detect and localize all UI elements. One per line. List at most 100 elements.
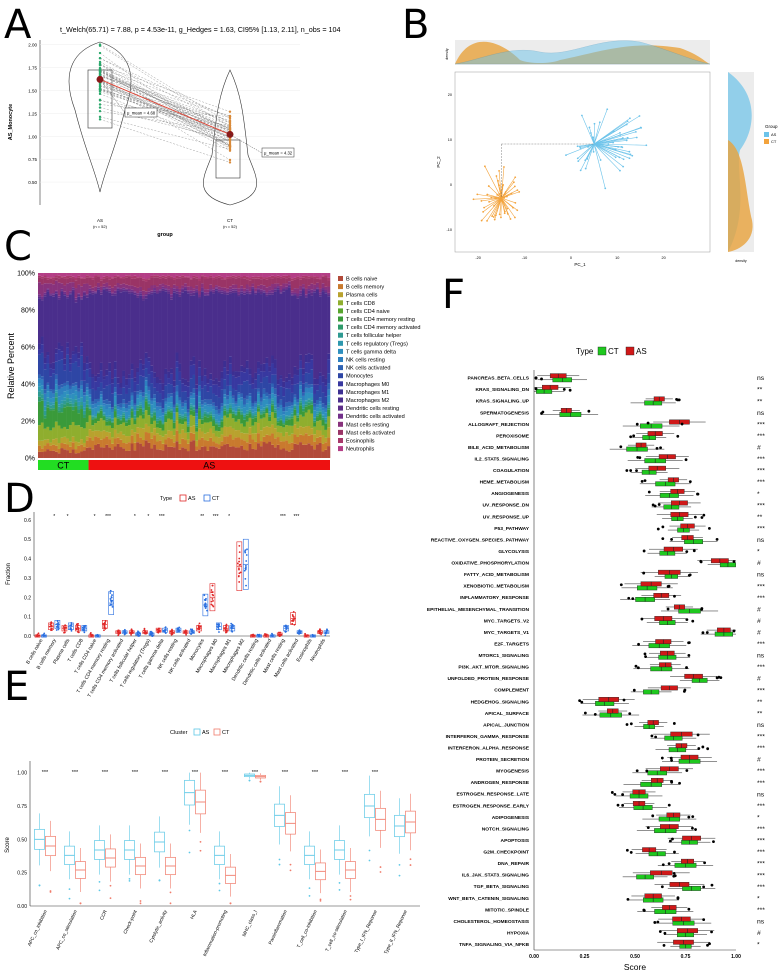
stacked-bar-segment <box>279 273 283 277</box>
stacked-bar-segment <box>265 392 269 397</box>
stacked-bar-segment <box>293 443 297 458</box>
stacked-bar-segment <box>237 273 241 276</box>
stacked-bar-segment <box>136 367 140 373</box>
stacked-bar-segment <box>116 433 120 438</box>
stacked-bar-segment <box>49 376 53 390</box>
legend-label: T cells regulatory (Tregs) <box>346 341 408 347</box>
stacked-bar-segment <box>237 294 241 297</box>
stacked-bar-segment <box>74 361 78 383</box>
stacked-bar-segment <box>285 275 289 279</box>
stacked-bar-segment <box>158 420 162 429</box>
stacked-bar-segment <box>68 398 72 402</box>
stacked-bar-segment <box>82 273 86 278</box>
stacked-bar-segment <box>251 383 255 389</box>
significance-label: *** <box>757 456 765 463</box>
stacked-bar-segment <box>141 408 145 410</box>
stacked-bar-segment <box>52 439 56 445</box>
data-point-ct <box>486 219 488 222</box>
stacked-bar-segment <box>102 288 106 290</box>
stacked-bar-segment <box>99 406 103 409</box>
ray-as <box>594 131 636 145</box>
stacked-bar-segment <box>105 273 109 276</box>
stacked-bar-segment <box>181 383 185 392</box>
stacked-bar-segment <box>77 453 81 458</box>
stacked-bar-segment <box>169 278 174 288</box>
outlier-point <box>398 874 401 877</box>
y-tick-label: 0.50 <box>17 837 27 843</box>
legend-swatch <box>213 728 221 736</box>
stacked-bar-segment <box>271 278 275 285</box>
data-point-ct <box>246 548 248 551</box>
outlier-point <box>702 918 706 922</box>
stacked-bar-segment <box>74 385 78 391</box>
ray-as <box>581 115 595 145</box>
stacked-bar-segment <box>271 405 275 412</box>
stacked-bar-segment <box>209 275 213 278</box>
stacked-bar-segment <box>285 273 289 276</box>
panel-a-violin-plot: t_Welch(65.71) = 7.88, p = 4.53e-11, g_H… <box>8 25 341 238</box>
stacked-bar-segment <box>226 385 230 396</box>
stacked-bar-segment <box>96 410 101 412</box>
stacked-bar-segment <box>60 408 64 413</box>
stacked-bar-segment <box>327 280 331 287</box>
stacked-bar-segment <box>169 393 174 397</box>
stacked-bar-segment <box>203 276 207 280</box>
ray-as <box>584 143 595 161</box>
stacked-bar-segment <box>184 276 188 278</box>
stacked-bar-segment <box>276 283 280 287</box>
stacked-bar-segment <box>175 273 179 276</box>
data-point-as <box>210 589 213 591</box>
data-point-as <box>592 136 595 139</box>
stacked-bar-segment <box>327 294 331 297</box>
stacked-bar-segment <box>271 444 275 458</box>
stacked-bar-segment <box>324 412 328 418</box>
stacked-bar-segment <box>108 292 112 363</box>
stacked-bar-segment <box>273 428 277 439</box>
stacked-bar-segment <box>195 427 199 432</box>
stacked-bar-segment <box>228 291 232 294</box>
stacked-bar-segment <box>192 440 196 458</box>
y-tick-label: 60% <box>21 345 35 352</box>
stacked-bar-segment <box>299 285 303 291</box>
stacked-bar-segment <box>206 450 210 458</box>
outlier-point <box>691 619 695 623</box>
stacked-bar-segment <box>259 413 263 415</box>
stacked-bar-segment <box>111 278 115 288</box>
stacked-bar-segment <box>63 407 67 427</box>
stacked-bar-segment <box>279 408 283 416</box>
stacked-bar-segment <box>273 374 277 389</box>
data-point-as <box>211 598 214 600</box>
data-point-as <box>584 159 587 162</box>
stacked-bar-segment <box>203 405 207 410</box>
outlier-point <box>349 895 352 897</box>
stacked-bar-segment <box>279 386 283 400</box>
stacked-bar-segment <box>301 392 305 396</box>
group-label-ct: CT <box>57 461 69 471</box>
stacked-bar-segment <box>82 380 86 393</box>
stacked-bar-segment <box>198 407 202 411</box>
data-point-ct <box>137 635 140 637</box>
stacked-bar-segment <box>315 273 320 277</box>
stacked-bar-segment <box>285 416 289 419</box>
stacked-bar-segment <box>164 412 168 414</box>
stacked-bar-segment <box>153 277 157 286</box>
stacked-bar-segment <box>91 449 95 458</box>
stacked-bar-segment <box>153 287 157 291</box>
stacked-bar-segment <box>296 444 300 458</box>
stacked-bar-segment <box>324 442 328 450</box>
outlier-point <box>651 503 655 507</box>
stacked-bar-segment <box>172 380 176 387</box>
data-point-ct <box>482 210 485 213</box>
data-point-as <box>620 146 623 148</box>
paired-line <box>99 75 231 117</box>
stacked-bar-segment <box>296 413 300 415</box>
significance-label: * <box>757 549 760 556</box>
stacked-bar-segment <box>54 353 58 362</box>
stacked-bar-segment <box>200 375 204 382</box>
stacked-bar-segment <box>181 409 185 415</box>
stacked-bar-segment <box>273 394 277 397</box>
stacked-bar-segment <box>209 406 213 412</box>
stacked-bar-segment <box>144 358 148 369</box>
legend-swatch <box>625 346 635 356</box>
stacked-bar-segment <box>68 282 72 292</box>
